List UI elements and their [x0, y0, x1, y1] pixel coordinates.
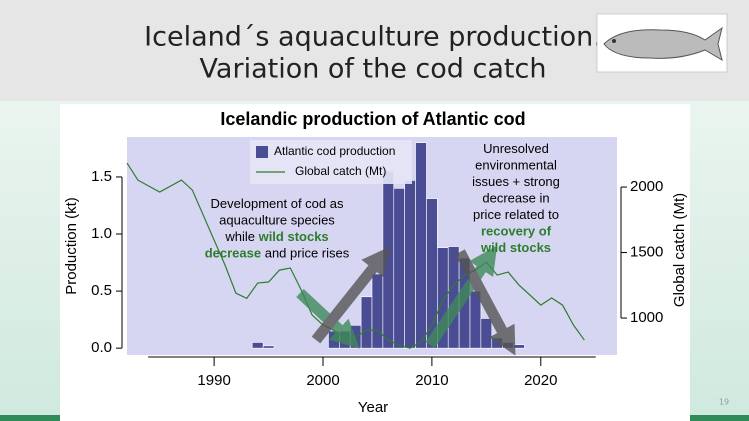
annotation-text: decrease in: [482, 191, 549, 206]
bar: [262, 345, 275, 349]
legend-label: Global catch (Mt): [295, 164, 386, 178]
y-tick-label: 0.0: [91, 339, 112, 356]
line: [126, 162, 585, 349]
x-tick-label: 2010: [415, 372, 448, 389]
y2-tick-label: 1500: [630, 244, 663, 261]
annotation-text: aquaculture species: [219, 213, 335, 228]
annotation-text: wild stocks: [480, 240, 551, 255]
slide-title: Variation of the cod catch: [200, 54, 547, 85]
y-tick-label: 0.5: [91, 282, 112, 299]
annotation-line: Unresolved: [483, 141, 549, 156]
y-axis-label: Production (kt): [63, 197, 80, 295]
chart-title: Icelandic production of Atlantic cod: [220, 109, 525, 129]
annotation-line: Development of cod as: [211, 196, 344, 211]
bar: [404, 180, 416, 349]
legend-label: Atlantic cod production: [274, 144, 395, 158]
legend-swatch: [256, 146, 268, 158]
bar: [371, 273, 384, 349]
annotation-text: recovery of: [481, 224, 552, 239]
x-axis-label: Year: [358, 399, 388, 416]
bar: [251, 342, 264, 349]
y-tick-label: 1.5: [91, 168, 112, 185]
y2-tick-label: 1000: [630, 309, 663, 326]
annotations: Development of cod as aquaculture species…: [205, 141, 560, 261]
slide-title: Iceland´s aquaculture production.: [144, 22, 602, 53]
y2-axis-label: Global catch (Mt): [671, 193, 688, 307]
annotation-line: decrease in: [482, 191, 549, 206]
bar: [502, 342, 514, 349]
annotation-line: wild stocks: [480, 240, 551, 255]
annotation-line: issues + strong: [472, 174, 560, 189]
x-tick-label: 2020: [524, 372, 557, 389]
annotation-text: price related to: [473, 207, 559, 222]
fish-image: [596, 13, 728, 73]
annotation-text: issues + strong: [472, 174, 560, 189]
y-tick-label: 1.0: [91, 225, 112, 242]
annotation-line: environmental: [475, 158, 557, 173]
x-tick-label: 1990: [197, 372, 230, 389]
annotation-text: wild stocks: [258, 229, 329, 244]
annotation-line: aquaculture species: [219, 213, 335, 228]
bar: [393, 188, 405, 349]
annotation-line: decrease and price rises: [205, 246, 350, 261]
x-tick-label: 2000: [306, 372, 339, 389]
annotation-text: decrease: [205, 246, 261, 261]
annotation-line: while wild stocks: [224, 229, 328, 244]
annotation-text: Unresolved: [483, 141, 549, 156]
bar: [415, 142, 427, 349]
annotation-text: while: [224, 229, 258, 244]
annotation-line: recovery of: [481, 224, 552, 239]
page-number: 19: [719, 398, 729, 407]
bar: [360, 296, 373, 349]
annotation-text: and price rises: [261, 246, 350, 261]
legend-box: [250, 140, 412, 184]
annotation-text: Development of cod as: [211, 196, 344, 211]
annotation-text: environmental: [475, 158, 557, 173]
bar: [480, 318, 493, 349]
annotation-line: price related to: [473, 207, 559, 222]
bar: [382, 170, 395, 349]
arrows: [296, 245, 516, 356]
bar: [513, 344, 525, 349]
y2-tick-label: 2000: [630, 178, 663, 195]
